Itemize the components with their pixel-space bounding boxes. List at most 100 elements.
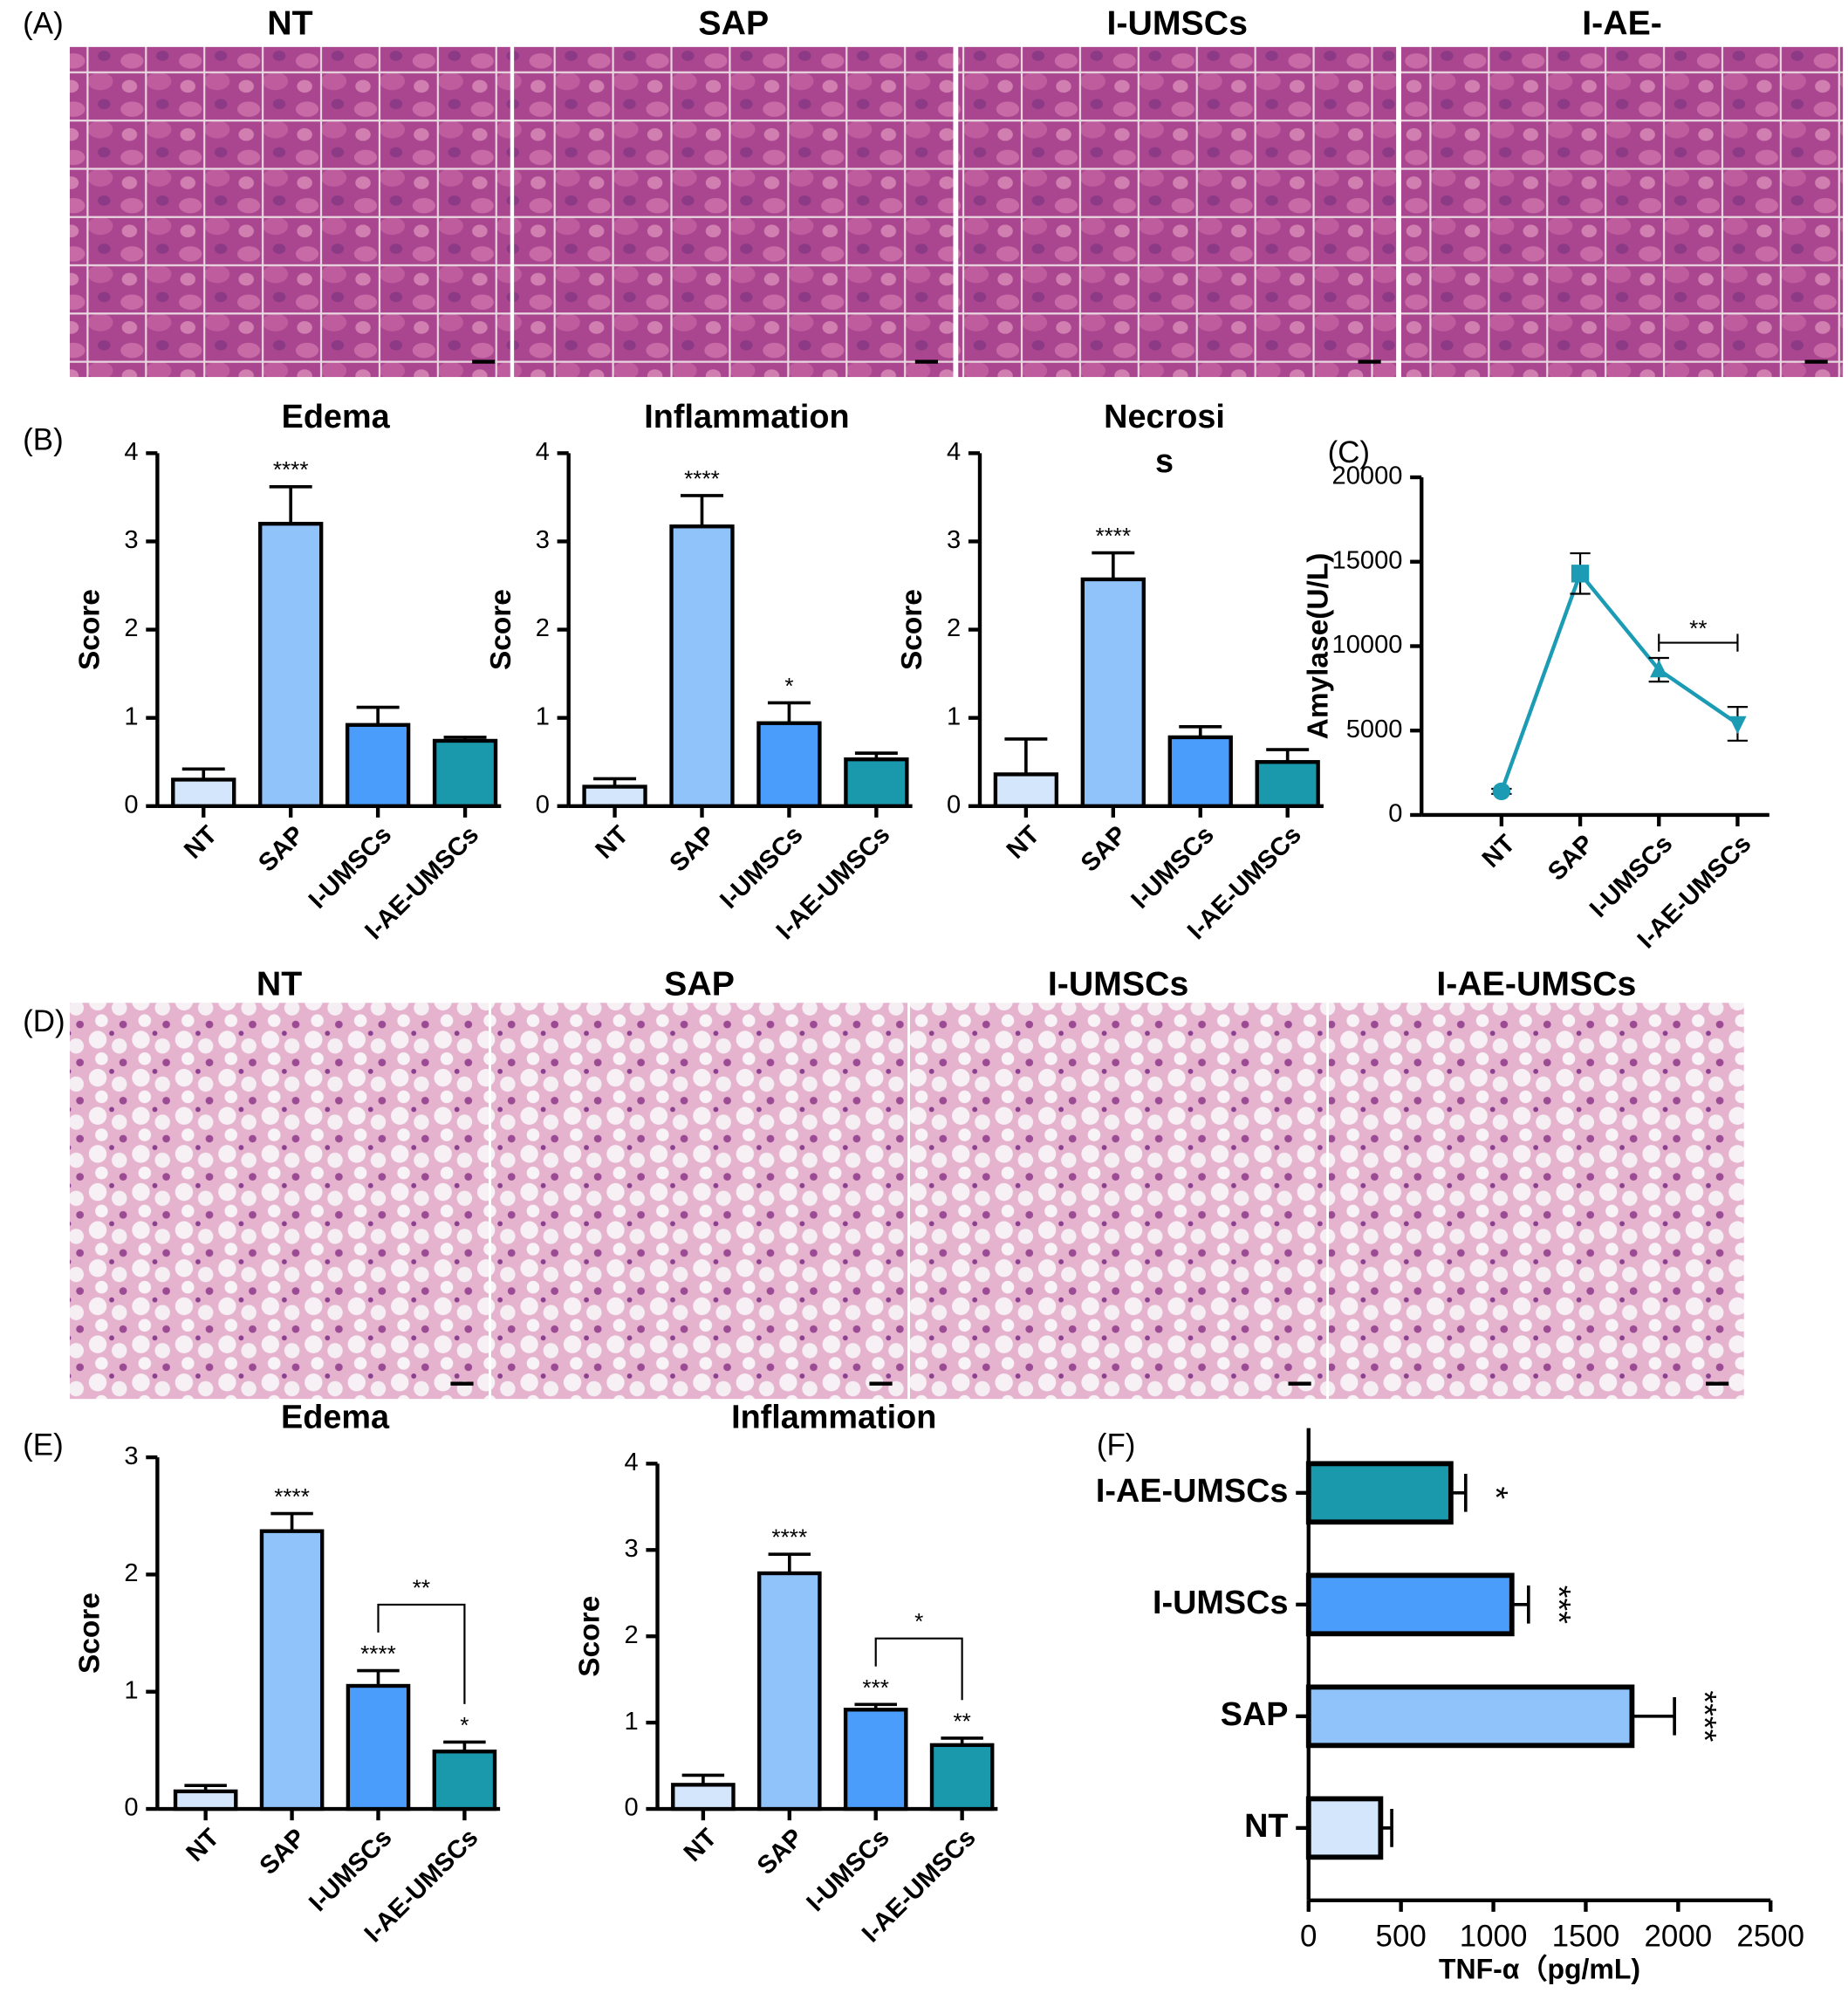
error-bar [1266, 748, 1310, 763]
image-label: NT [257, 965, 302, 1003]
chart-title: Inflammation [644, 399, 849, 435]
x-tick-label: NT [179, 820, 222, 864]
error-bar [357, 1668, 400, 1687]
y-tick-label: 2 [124, 1559, 138, 1587]
y-tick-label: 20000 [1332, 462, 1403, 490]
bar [669, 524, 735, 808]
significance: **** [1686, 1690, 1722, 1742]
image-label: SAP [664, 965, 735, 1003]
x-tick-label: NT [679, 1824, 722, 1867]
y-tick-label: 2 [536, 614, 550, 642]
bar [1305, 1684, 1635, 1749]
y-tick-label: 0 [124, 791, 138, 818]
chart-title: s [1155, 443, 1174, 480]
y-axis-label: Score [574, 1596, 606, 1677]
y-tick-label: 2 [124, 614, 138, 642]
bar [1305, 1796, 1384, 1860]
y-tick-label: 3 [947, 526, 961, 554]
histology-image [1329, 1003, 1744, 1400]
y-tick-label: 15000 [1332, 546, 1403, 574]
error-bar [356, 705, 400, 725]
y-axis-label: Score [74, 589, 106, 670]
marker [1728, 716, 1747, 735]
bar [671, 1783, 736, 1812]
x-tick-label: 500 [1376, 1920, 1427, 1954]
error-bar [269, 484, 312, 524]
bar [1305, 1572, 1515, 1637]
image-label: NT [267, 3, 312, 42]
x-tick-label: 1500 [1552, 1920, 1620, 1954]
y-axis-label: Amylase(U/L) [1303, 553, 1335, 740]
x-tick-label: SAP [1076, 821, 1133, 878]
chart-title: Edema [281, 1399, 390, 1435]
y-tick-label: I-AE-UMSCs [1096, 1473, 1289, 1510]
x-tick-label: NT [181, 1824, 225, 1867]
x-tick-label: I-UMSCs [715, 821, 808, 914]
panel-label: (A) [23, 6, 64, 40]
y-tick-label: 3 [625, 1535, 639, 1563]
marker [1650, 659, 1668, 678]
x-tick-label: SAP [752, 1824, 809, 1880]
error-bar [1004, 737, 1048, 775]
y-tick-label: 1 [124, 1676, 138, 1704]
y-tick-label: 0 [536, 791, 550, 818]
x-tick-label: SAP [255, 1824, 311, 1880]
y-tick-label: 1 [947, 702, 961, 730]
bar [1080, 577, 1146, 808]
histology-image [490, 1003, 908, 1400]
comparison-bracket [1658, 634, 1739, 652]
comparison-label: ** [1689, 615, 1707, 641]
significance: **** [274, 1483, 310, 1510]
y-tick-label: 0 [1388, 800, 1402, 828]
significance: **** [273, 456, 309, 483]
bar [843, 1708, 908, 1812]
comparison-bracket [377, 1603, 466, 1704]
y-tick-label: 4 [536, 438, 550, 466]
bar [346, 1683, 411, 1812]
y-tick-label: 0 [947, 791, 961, 818]
y-tick-label: 1 [625, 1708, 639, 1736]
x-tick-label: 0 [1300, 1920, 1317, 1954]
bar [345, 723, 411, 808]
bar [258, 522, 324, 808]
chart-title: Necrosi [1104, 399, 1225, 435]
chart-title: Edema [282, 399, 391, 435]
y-tick-label: 4 [947, 438, 961, 466]
panel-label: (D) [23, 1004, 65, 1038]
y-tick-label: 4 [124, 438, 138, 466]
y-tick-label: 2 [625, 1621, 639, 1649]
image-label: I-AE-UMSCs [1436, 965, 1636, 1003]
y-tick-label: I-UMSCs [1153, 1585, 1288, 1621]
y-tick-label: 4 [625, 1449, 639, 1476]
x-tick-label: I-UMSCs [304, 821, 397, 914]
bar [929, 1743, 995, 1812]
significance: **** [1095, 523, 1131, 549]
bar [844, 757, 909, 808]
x-tick-label: NT [591, 820, 634, 864]
y-tick-label: 3 [536, 526, 550, 554]
marker [1571, 565, 1590, 583]
error-bar [1511, 1585, 1530, 1624]
x-tick-label: NT [1477, 830, 1521, 873]
bar [173, 1789, 238, 1812]
bar [259, 1529, 325, 1812]
bar [432, 738, 498, 808]
x-tick-label: NT [1002, 820, 1045, 864]
bar [756, 721, 822, 808]
significance: **** [771, 1524, 807, 1551]
histology-image [1400, 46, 1844, 378]
error-bar [681, 494, 723, 527]
x-tick-label: I-UMSCs [1126, 821, 1220, 914]
x-tick-label: 2500 [1736, 1920, 1804, 1954]
significance: *** [1540, 1585, 1577, 1624]
x-tick-label: 1000 [1460, 1920, 1528, 1954]
y-tick-label: 0 [625, 1794, 639, 1822]
y-tick-label: 10000 [1332, 631, 1403, 659]
bar [1305, 1461, 1454, 1525]
image-label: I-AE- [1582, 3, 1662, 42]
histology-image [958, 46, 1397, 378]
x-tick-label: SAP [253, 821, 310, 878]
line [1499, 569, 1739, 792]
image-label: SAP [698, 3, 769, 42]
